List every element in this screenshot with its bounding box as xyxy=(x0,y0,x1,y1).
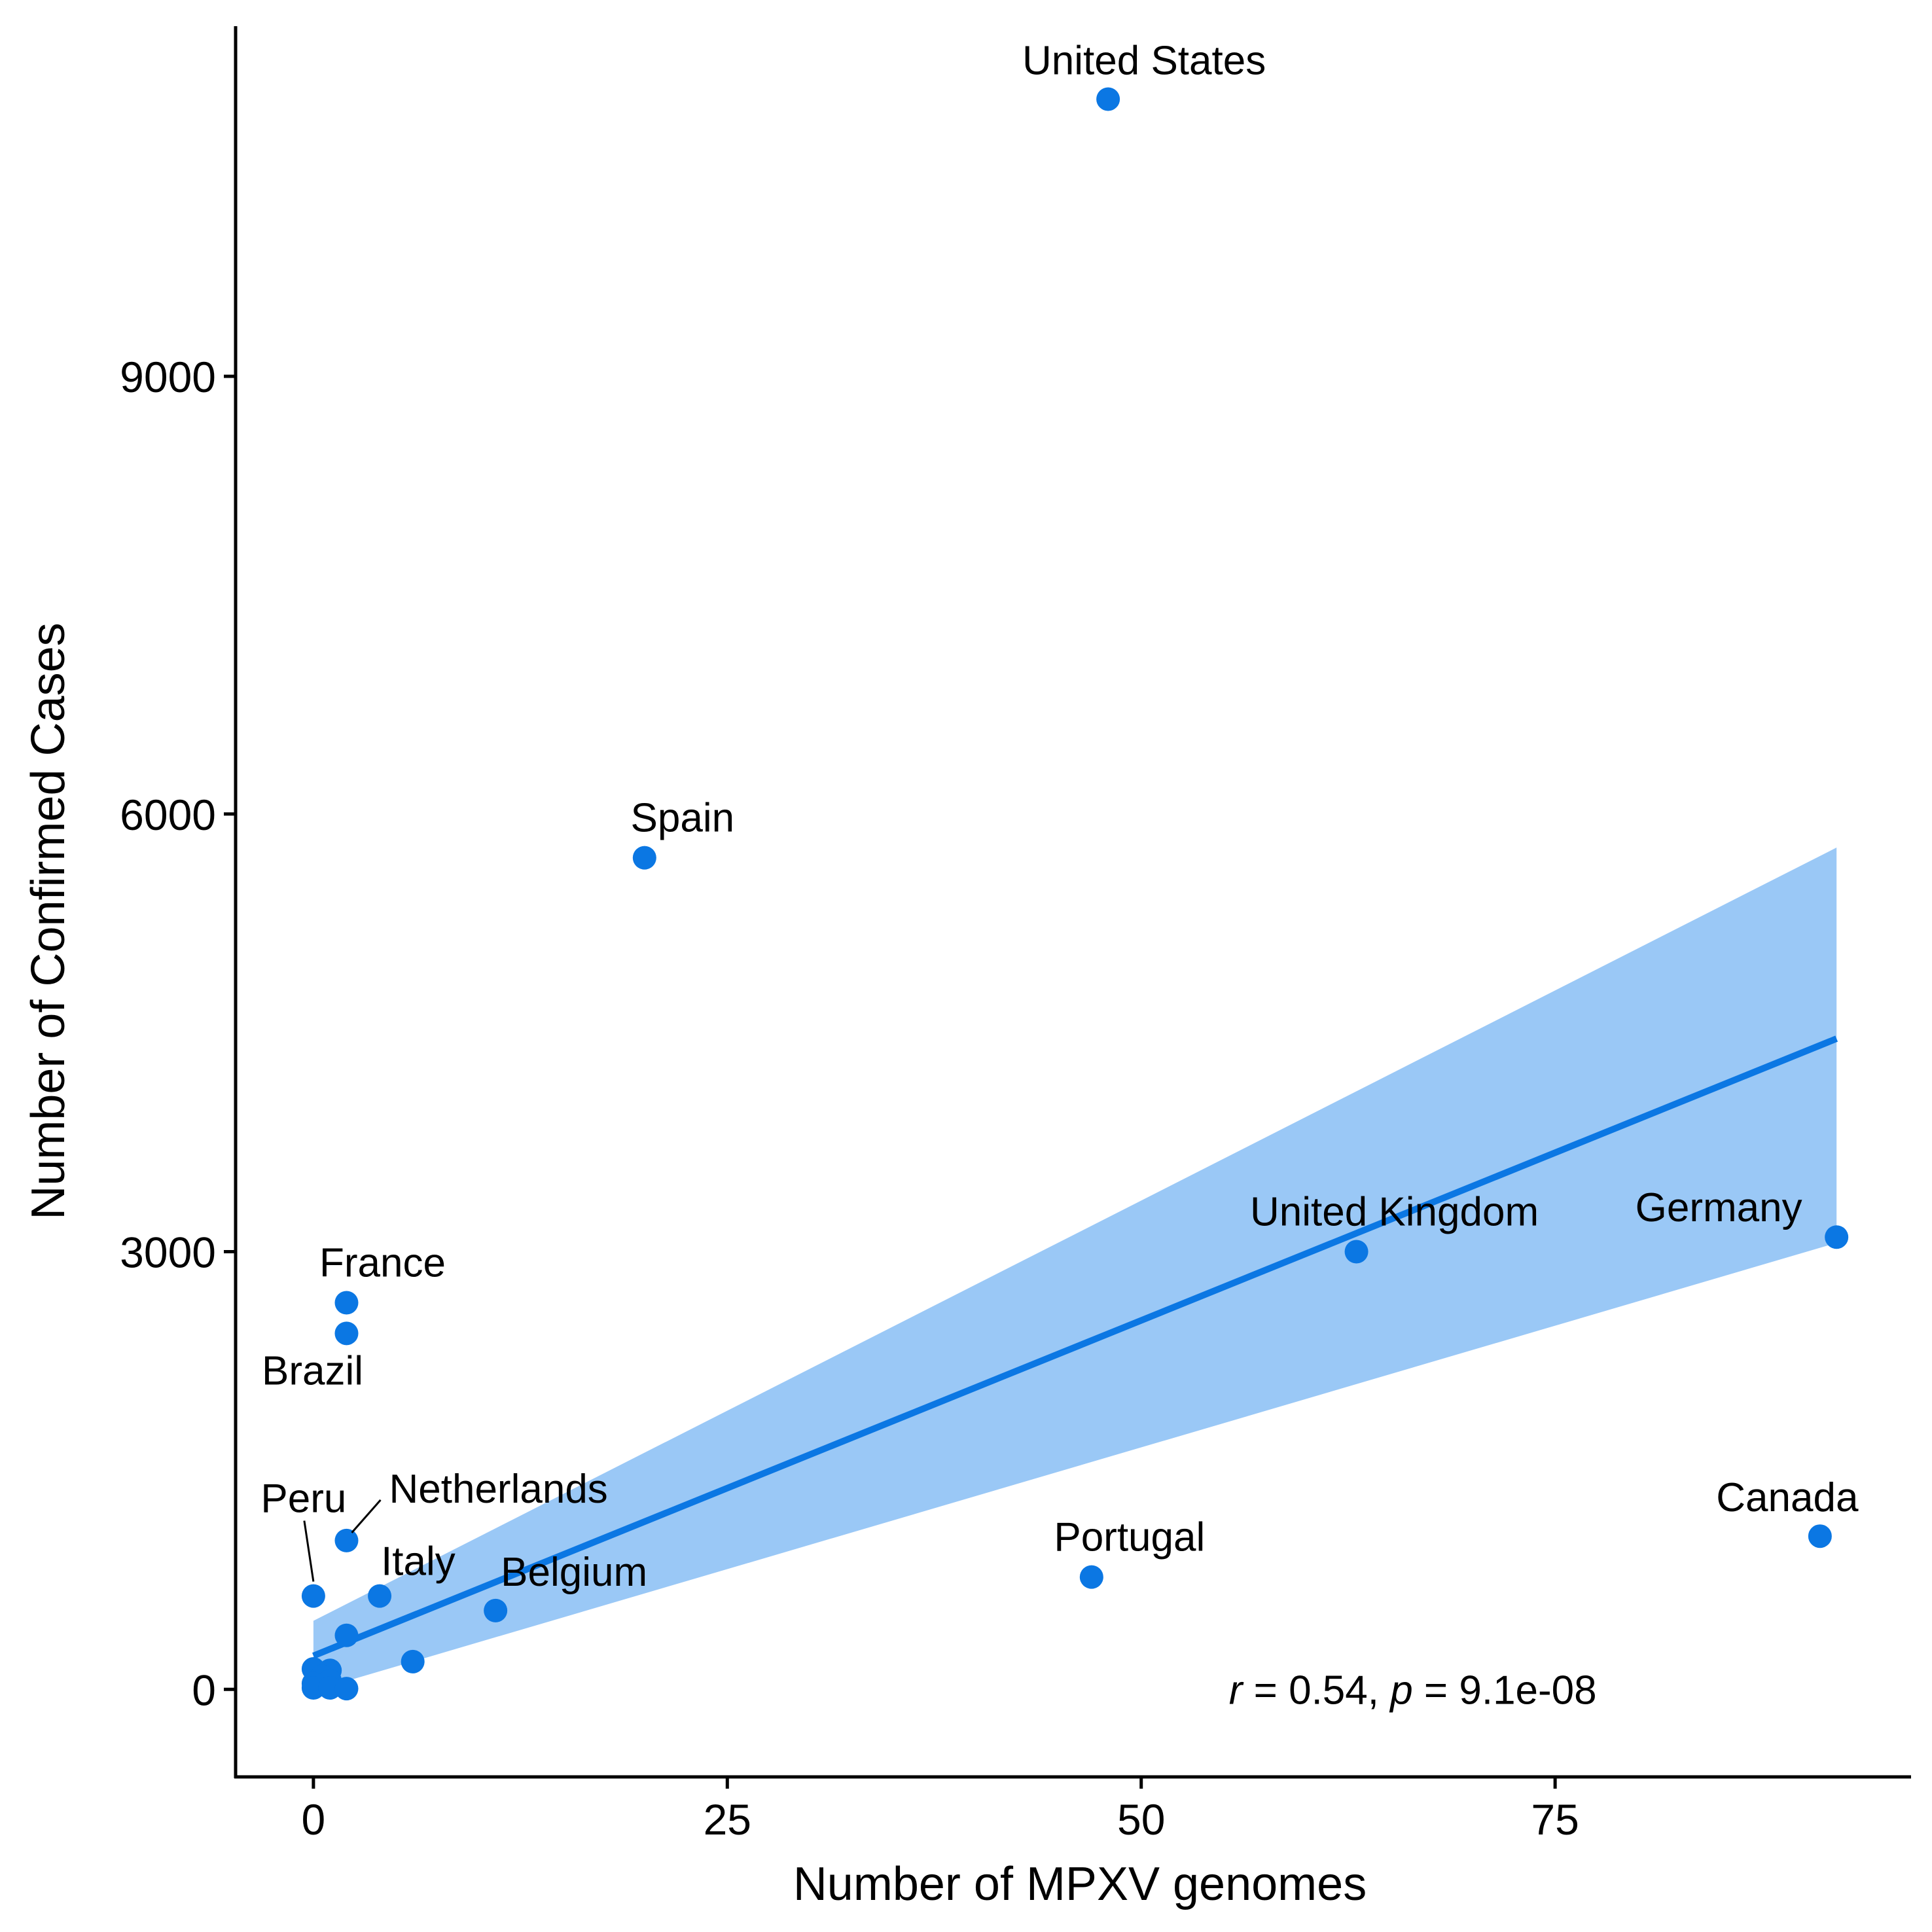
data-point xyxy=(1096,87,1120,111)
label-leader-line xyxy=(351,1499,382,1533)
point-label: Belgium xyxy=(501,1550,647,1595)
data-point xyxy=(334,1528,359,1552)
p-symbol: p xyxy=(1389,1668,1412,1713)
x-axis-title: Number of MPXV genomes xyxy=(793,1858,1367,1910)
point-label: United Kingdom xyxy=(1250,1190,1539,1235)
data-point xyxy=(1825,1225,1849,1249)
data-point xyxy=(632,846,656,870)
data-point xyxy=(301,1584,325,1608)
point-label: United States xyxy=(1022,38,1266,83)
point-label: Italy xyxy=(381,1539,456,1584)
point-label: Brazil xyxy=(262,1348,363,1393)
point-label: Canada xyxy=(1716,1475,1859,1520)
point-label: Germany xyxy=(1636,1185,1802,1230)
label-leader-line xyxy=(303,1520,315,1582)
data-point xyxy=(484,1598,508,1622)
y-tick-label: 9000 xyxy=(120,353,216,401)
y-axis-title: Number of Confirmed Cases xyxy=(22,622,75,1219)
correlation-annotation: r = 0.54, p = 9.1e-08 xyxy=(1229,1668,1597,1713)
data-point xyxy=(368,1584,392,1608)
y-tick-label: 3000 xyxy=(120,1228,216,1277)
y-tick-label: 6000 xyxy=(120,791,216,839)
point-label: Spain xyxy=(631,796,735,841)
x-tick-label: 25 xyxy=(704,1795,751,1844)
point-labels-layer: United States Spain United Kingdom Germany F… xyxy=(260,38,1859,1594)
r-value: = 0.54, xyxy=(1242,1668,1390,1713)
data-point xyxy=(318,1676,342,1700)
p-value: = 9.1e-08 xyxy=(1413,1668,1597,1713)
confidence-band xyxy=(313,848,1837,1691)
data-point xyxy=(301,1676,325,1700)
data-point xyxy=(401,1649,425,1673)
points-layer xyxy=(301,87,1849,1701)
r-symbol: r xyxy=(1229,1668,1244,1713)
data-point xyxy=(1344,1240,1368,1264)
confidence-band-layer xyxy=(313,848,1837,1691)
point-label: France xyxy=(319,1241,446,1286)
data-point xyxy=(334,1623,359,1647)
x-tick-label: 75 xyxy=(1531,1795,1579,1844)
y-tick-label: 0 xyxy=(192,1666,216,1714)
data-point xyxy=(1808,1524,1832,1548)
data-point xyxy=(334,1291,359,1315)
x-tick-label: 0 xyxy=(302,1795,326,1844)
data-point xyxy=(334,1677,359,1701)
regression-line xyxy=(312,1035,1838,1659)
axes-layer: 0 25 50 75 0 3000 6000 9000 xyxy=(120,26,1911,1844)
point-label: Peru xyxy=(260,1476,346,1522)
point-label: Portugal xyxy=(1054,1515,1205,1560)
x-tick-label: 50 xyxy=(1117,1795,1165,1844)
fit-line-layer xyxy=(312,1035,1838,1659)
data-point xyxy=(1079,1565,1103,1589)
data-point xyxy=(334,1321,359,1346)
point-label: Netherlands xyxy=(389,1467,607,1512)
